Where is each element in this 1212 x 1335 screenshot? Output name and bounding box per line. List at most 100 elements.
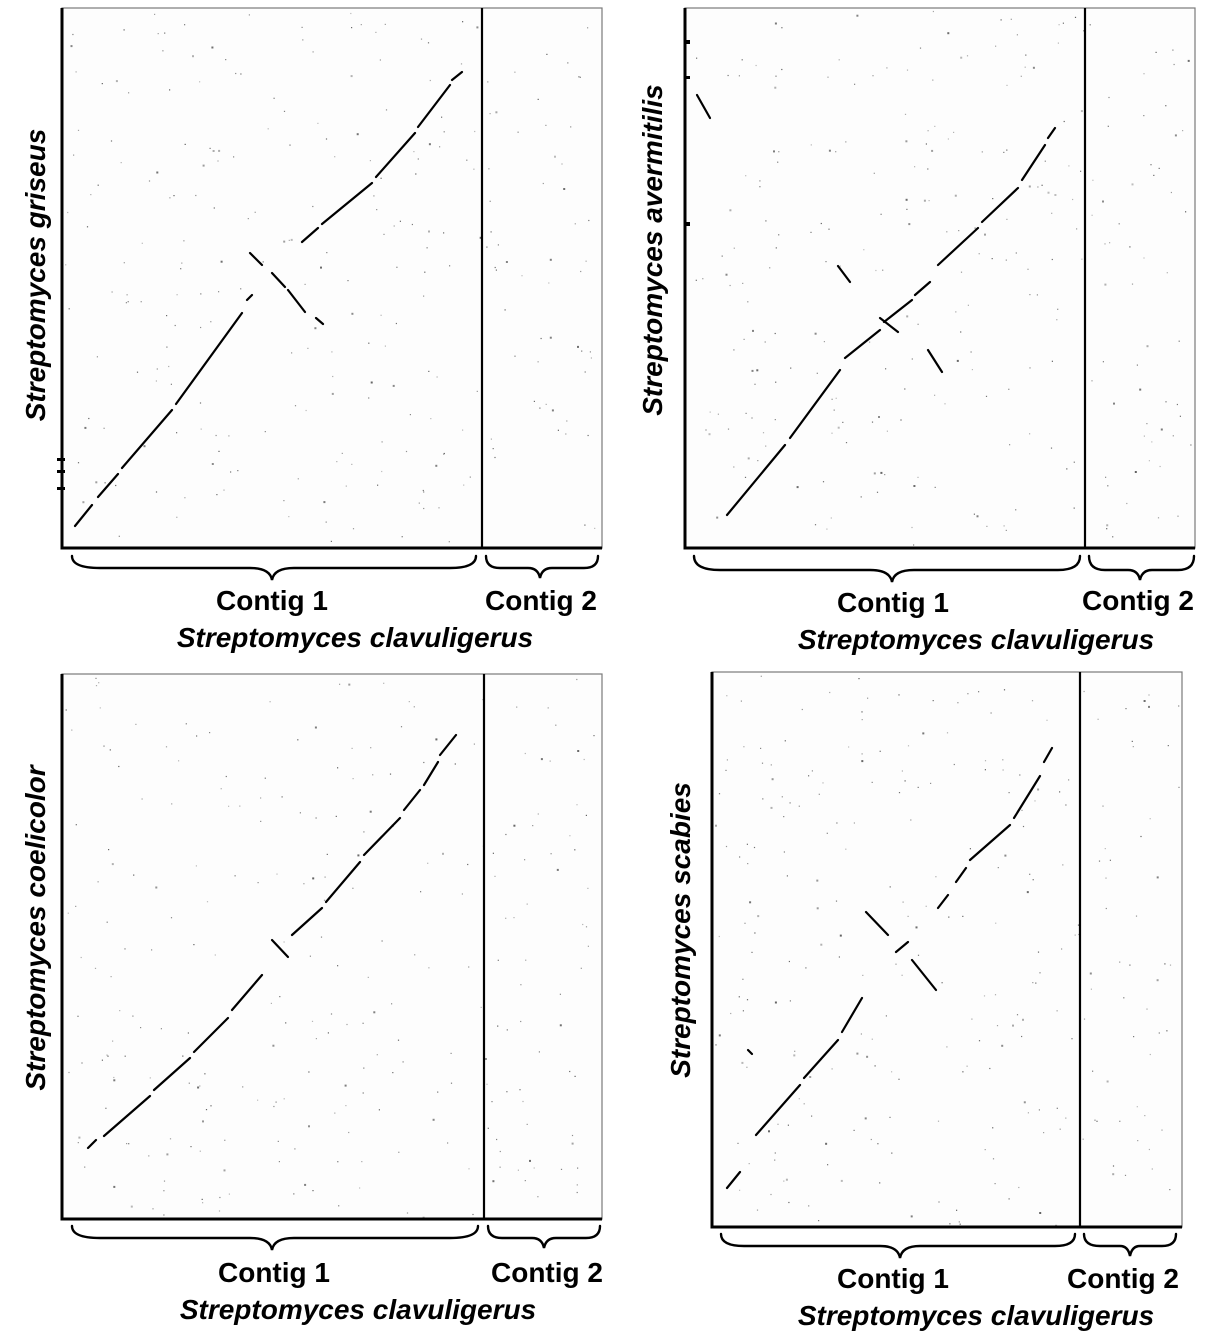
noise-dot <box>1159 465 1161 468</box>
noise-dot <box>1003 525 1005 527</box>
noise-dot <box>111 863 114 866</box>
noise-dot <box>898 694 900 696</box>
noise-dot <box>1008 1198 1010 1200</box>
noise-dot <box>68 1071 70 1074</box>
noise-dot <box>904 388 906 390</box>
forward-alignment-upper-scabies <box>936 746 1054 910</box>
noise-dot <box>110 976 112 978</box>
noise-dot <box>762 432 765 434</box>
noise-dot <box>1009 444 1011 446</box>
noise-dot <box>1124 1174 1127 1176</box>
noise-dot <box>584 371 586 373</box>
noise-dot <box>449 265 451 267</box>
noise-dot <box>1136 364 1138 366</box>
noise-dot <box>1106 1080 1109 1083</box>
noise-dot <box>911 526 913 529</box>
noise-dot <box>113 1079 116 1082</box>
noise-dot <box>439 146 441 148</box>
noise-dot <box>351 27 353 29</box>
noise-dot <box>218 149 221 152</box>
noise-dot <box>838 956 840 958</box>
noise-dot <box>1112 1173 1115 1176</box>
noise-dot <box>368 342 370 344</box>
noise-dot <box>443 232 445 234</box>
noise-dot <box>312 205 314 208</box>
noise-dot <box>384 23 386 25</box>
noise-dot <box>810 231 812 233</box>
noise-dot <box>876 491 879 493</box>
noise-dot <box>262 261 264 263</box>
noise-dot <box>339 683 341 685</box>
alignment-segments-coelicolor <box>86 733 458 1150</box>
noise-dot <box>402 1061 404 1063</box>
noise-dot <box>151 949 153 951</box>
noise-dot <box>1112 536 1114 538</box>
noise-dot <box>554 155 556 158</box>
noise-dot <box>576 804 578 806</box>
noise-dot <box>1129 964 1131 966</box>
y-axis-species-label-avermitilis: Streptomyces avermitilis <box>637 84 668 416</box>
noise-dot <box>960 331 962 333</box>
noise-dot <box>519 1089 521 1091</box>
noise-dot <box>220 788 222 790</box>
noise-dot <box>934 125 936 127</box>
contig2-brace-avermitilis <box>1087 554 1196 581</box>
noise-dot <box>721 255 723 257</box>
noise-dot <box>200 326 202 329</box>
noise-dot <box>781 27 783 29</box>
noise-dot <box>155 380 157 382</box>
noise-dot <box>181 262 183 264</box>
y-axis-ticks-avermitilis <box>685 40 690 226</box>
noise-dot <box>240 73 242 75</box>
noise-dot <box>166 346 168 348</box>
noise-dot <box>77 1142 79 1144</box>
noise-dot <box>211 46 214 49</box>
noise-dot <box>545 124 547 126</box>
noise-dot <box>747 457 750 460</box>
noise-dot <box>435 738 438 741</box>
noise-dot <box>1015 509 1017 511</box>
noise-dot <box>814 524 817 526</box>
noise-dot <box>727 428 730 430</box>
noise-dot <box>367 976 369 978</box>
noise-dot <box>190 1146 192 1148</box>
noise-dot <box>213 207 215 209</box>
noise-dot <box>108 849 110 851</box>
noise-dot <box>279 996 281 998</box>
noise-dot <box>729 209 732 212</box>
noise-dot <box>737 1142 739 1144</box>
noise-dot <box>288 239 290 241</box>
noise-dot <box>273 97 275 99</box>
noise-dot <box>299 812 301 814</box>
noise-dot <box>373 195 375 197</box>
noise-dot <box>895 963 897 965</box>
noise-dot <box>148 1155 150 1157</box>
noise-dot <box>269 701 271 703</box>
contig2-brace-griseus <box>484 554 600 579</box>
noise-dot <box>908 223 911 226</box>
noise-dot <box>75 71 77 73</box>
noise-dot <box>183 240 185 242</box>
noise-dot <box>1106 524 1109 527</box>
noise-dot <box>1059 1128 1061 1130</box>
noise-dot <box>223 1169 226 1172</box>
noise-dot <box>566 420 568 422</box>
noise-dot <box>84 1166 86 1168</box>
noise-dot <box>1172 49 1174 51</box>
noise-dot <box>793 1054 796 1057</box>
noise-dot <box>995 45 997 47</box>
noise-dot <box>946 732 949 734</box>
noise-dot <box>587 434 589 437</box>
noise-dot <box>1024 66 1026 68</box>
noise-dot <box>1008 388 1010 390</box>
noise-dot <box>829 691 831 694</box>
noise-dot <box>576 1191 578 1194</box>
contig2-label-scabies: Contig 2 <box>1067 1263 1179 1294</box>
noise-dot <box>278 1161 280 1163</box>
noise-dot <box>513 917 515 919</box>
noise-dot <box>157 33 159 35</box>
noise-dot <box>1136 1106 1138 1108</box>
noise-dot <box>312 877 315 880</box>
noise-dot <box>789 802 791 804</box>
noise-dot <box>68 308 70 310</box>
